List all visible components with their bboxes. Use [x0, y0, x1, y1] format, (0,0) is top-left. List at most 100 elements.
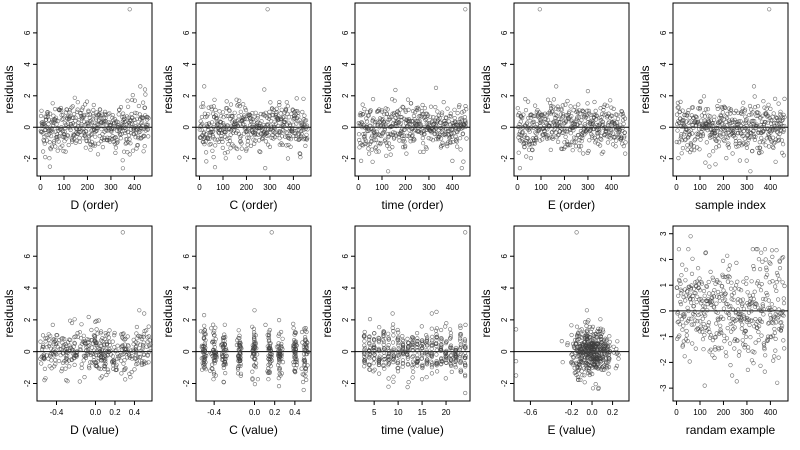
data-point [81, 353, 86, 358]
data-point [597, 115, 602, 120]
data-point [42, 141, 47, 146]
data-point [301, 387, 306, 393]
data-point [255, 377, 261, 382]
data-point [606, 355, 611, 360]
data-point [239, 141, 244, 146]
data-point [782, 115, 787, 120]
data-point [209, 120, 215, 125]
data-point [721, 131, 727, 137]
data-point [737, 158, 743, 163]
data-point [88, 147, 93, 152]
data-point [593, 140, 598, 145]
data-point [754, 302, 759, 307]
data-point [77, 135, 82, 140]
data-point [381, 346, 387, 351]
data-point [291, 362, 296, 368]
data-point [110, 360, 115, 365]
data-point [292, 332, 297, 337]
data-point [580, 135, 585, 141]
data-point [531, 113, 536, 119]
data-point [702, 293, 707, 298]
data-point [277, 136, 282, 141]
data-point [781, 338, 786, 343]
data-point [94, 318, 99, 324]
data-point [583, 334, 588, 339]
data-point [768, 106, 773, 111]
data-point [47, 164, 53, 169]
data-point [130, 92, 135, 98]
data-point [453, 353, 458, 359]
data-point [391, 112, 396, 117]
data-point [303, 342, 308, 347]
data-point [373, 120, 378, 125]
x-tick-label: -0.2 [565, 408, 579, 417]
data-point [132, 117, 137, 122]
data-point [371, 345, 376, 351]
data-point [569, 113, 574, 119]
data-point [458, 359, 463, 365]
data-point [250, 376, 255, 381]
data-point [202, 331, 208, 336]
data-point [99, 358, 104, 363]
data-point [88, 132, 94, 138]
data-point [365, 142, 371, 147]
data-point [405, 350, 410, 355]
data-point [362, 329, 367, 335]
data-point [439, 338, 444, 343]
data-point [44, 133, 49, 138]
data-point [56, 358, 62, 364]
data-point [424, 348, 429, 353]
data-point [767, 115, 772, 120]
data-point [736, 119, 742, 124]
data-point [714, 294, 720, 299]
y-tick-label: 0 [341, 124, 350, 129]
data-point [215, 121, 220, 126]
y-tick-label: 2 [341, 93, 350, 98]
data-point [775, 297, 781, 302]
data-point [303, 349, 308, 354]
data-point [60, 351, 65, 356]
data-point [145, 117, 150, 122]
data-point [710, 275, 715, 280]
data-point [401, 133, 406, 138]
data-point [452, 119, 458, 124]
data-point [305, 127, 310, 132]
y-tick-label: 2 [341, 317, 350, 322]
data-point [253, 110, 258, 115]
data-point [599, 337, 604, 342]
data-point [101, 119, 107, 124]
data-point [120, 230, 125, 235]
data-point [620, 125, 625, 130]
data-point [775, 273, 781, 278]
data-point [419, 114, 424, 119]
data-point [429, 326, 434, 331]
data-point [609, 105, 614, 110]
data-point [387, 357, 392, 362]
data-point [687, 284, 692, 290]
data-point [292, 368, 297, 373]
data-point [252, 308, 257, 313]
data-point [71, 348, 76, 353]
data-point [776, 137, 782, 142]
data-point [606, 360, 611, 365]
data-point [744, 117, 749, 122]
data-point [612, 134, 618, 139]
data-point [445, 129, 450, 134]
data-point [737, 138, 742, 144]
data-point [697, 147, 702, 152]
data-point [617, 128, 622, 133]
data-point [572, 104, 578, 109]
data-point [280, 360, 286, 365]
data-point [400, 364, 405, 369]
data-point [719, 284, 725, 289]
data-point [678, 99, 683, 104]
data-point [751, 264, 756, 269]
data-point [527, 129, 532, 134]
data-point [395, 369, 401, 374]
data-point [133, 347, 138, 352]
data-point [384, 153, 389, 158]
data-point [144, 360, 149, 366]
data-point [235, 146, 240, 152]
data-point [463, 7, 468, 12]
data-point [211, 372, 217, 377]
